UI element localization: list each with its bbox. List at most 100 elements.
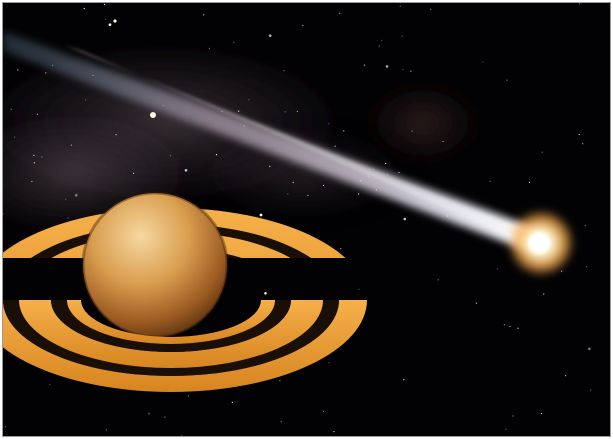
star: [363, 64, 366, 66]
star: [49, 383, 51, 386]
star: [208, 47, 210, 50]
star: [279, 380, 281, 382]
star: [584, 225, 587, 227]
star: [248, 99, 250, 101]
star: [322, 410, 325, 412]
star: [103, 3, 106, 5]
star: [41, 156, 43, 158]
star: [268, 34, 272, 37]
star: [215, 154, 218, 156]
star: [334, 145, 336, 147]
star: [133, 172, 135, 174]
star: [517, 327, 519, 329]
star: [31, 180, 33, 183]
star: [203, 14, 205, 16]
star: [475, 302, 478, 304]
bright-star: [113, 19, 117, 23]
star: [85, 99, 87, 101]
star: [283, 70, 285, 72]
star: [33, 154, 35, 156]
star: [512, 415, 514, 417]
planet-rings-front: [3, 300, 367, 392]
star: [385, 65, 389, 68]
star: [269, 165, 271, 167]
star: [65, 198, 67, 200]
star: [36, 113, 39, 115]
star: [238, 110, 240, 112]
star: [541, 151, 543, 153]
bright-star: [150, 112, 156, 118]
star: [586, 266, 588, 268]
star: [358, 288, 360, 290]
star: [115, 134, 117, 136]
star: [561, 270, 563, 272]
star: [280, 421, 282, 423]
star: [411, 130, 413, 132]
space-scene: [3, 3, 610, 436]
star: [506, 79, 508, 81]
star: [231, 401, 233, 403]
star: [343, 130, 345, 132]
star: [17, 69, 19, 71]
star: [70, 144, 72, 146]
ringed-planet: [3, 191, 367, 392]
bright-star: [259, 213, 263, 217]
star: [430, 8, 432, 10]
star: [579, 3, 581, 5]
star: [287, 193, 289, 195]
star: [307, 194, 309, 196]
star: [410, 70, 412, 72]
star: [328, 362, 330, 364]
star: [83, 7, 85, 10]
star: [381, 39, 383, 42]
star: [588, 347, 591, 351]
star: [302, 24, 304, 27]
star: [284, 111, 286, 113]
star: [264, 292, 267, 295]
star: [4, 426, 6, 428]
star: [565, 375, 567, 377]
star: [33, 162, 35, 164]
star: [496, 268, 498, 270]
star: [323, 184, 325, 187]
star: [578, 133, 580, 136]
star: [187, 395, 189, 397]
star: [67, 217, 69, 219]
star: [108, 23, 112, 27]
star: [503, 324, 505, 326]
star: [385, 162, 387, 165]
star: [540, 412, 542, 415]
star: [582, 143, 584, 145]
star: [528, 181, 531, 183]
star: [509, 325, 511, 328]
star: [403, 378, 405, 381]
star: [590, 389, 592, 391]
star: [340, 248, 342, 250]
star: [296, 110, 298, 113]
star: [399, 5, 401, 7]
star: [184, 169, 188, 172]
star: [398, 171, 400, 174]
star: [402, 69, 404, 71]
star: [378, 45, 380, 47]
star: [104, 18, 106, 20]
star: [339, 12, 341, 14]
star: [505, 428, 507, 430]
star: [292, 181, 294, 184]
star: [358, 193, 360, 195]
star: [181, 434, 183, 436]
star: [442, 140, 444, 143]
star: [3, 213, 4, 215]
star: [170, 155, 172, 157]
comet-tail: [3, 31, 543, 253]
star: [148, 413, 150, 415]
star: [10, 108, 12, 110]
star: [543, 293, 545, 295]
planet-body: [83, 193, 227, 337]
star: [489, 180, 491, 182]
star: [437, 279, 439, 281]
star: [105, 429, 107, 431]
star: [164, 416, 166, 418]
star: [333, 431, 335, 433]
